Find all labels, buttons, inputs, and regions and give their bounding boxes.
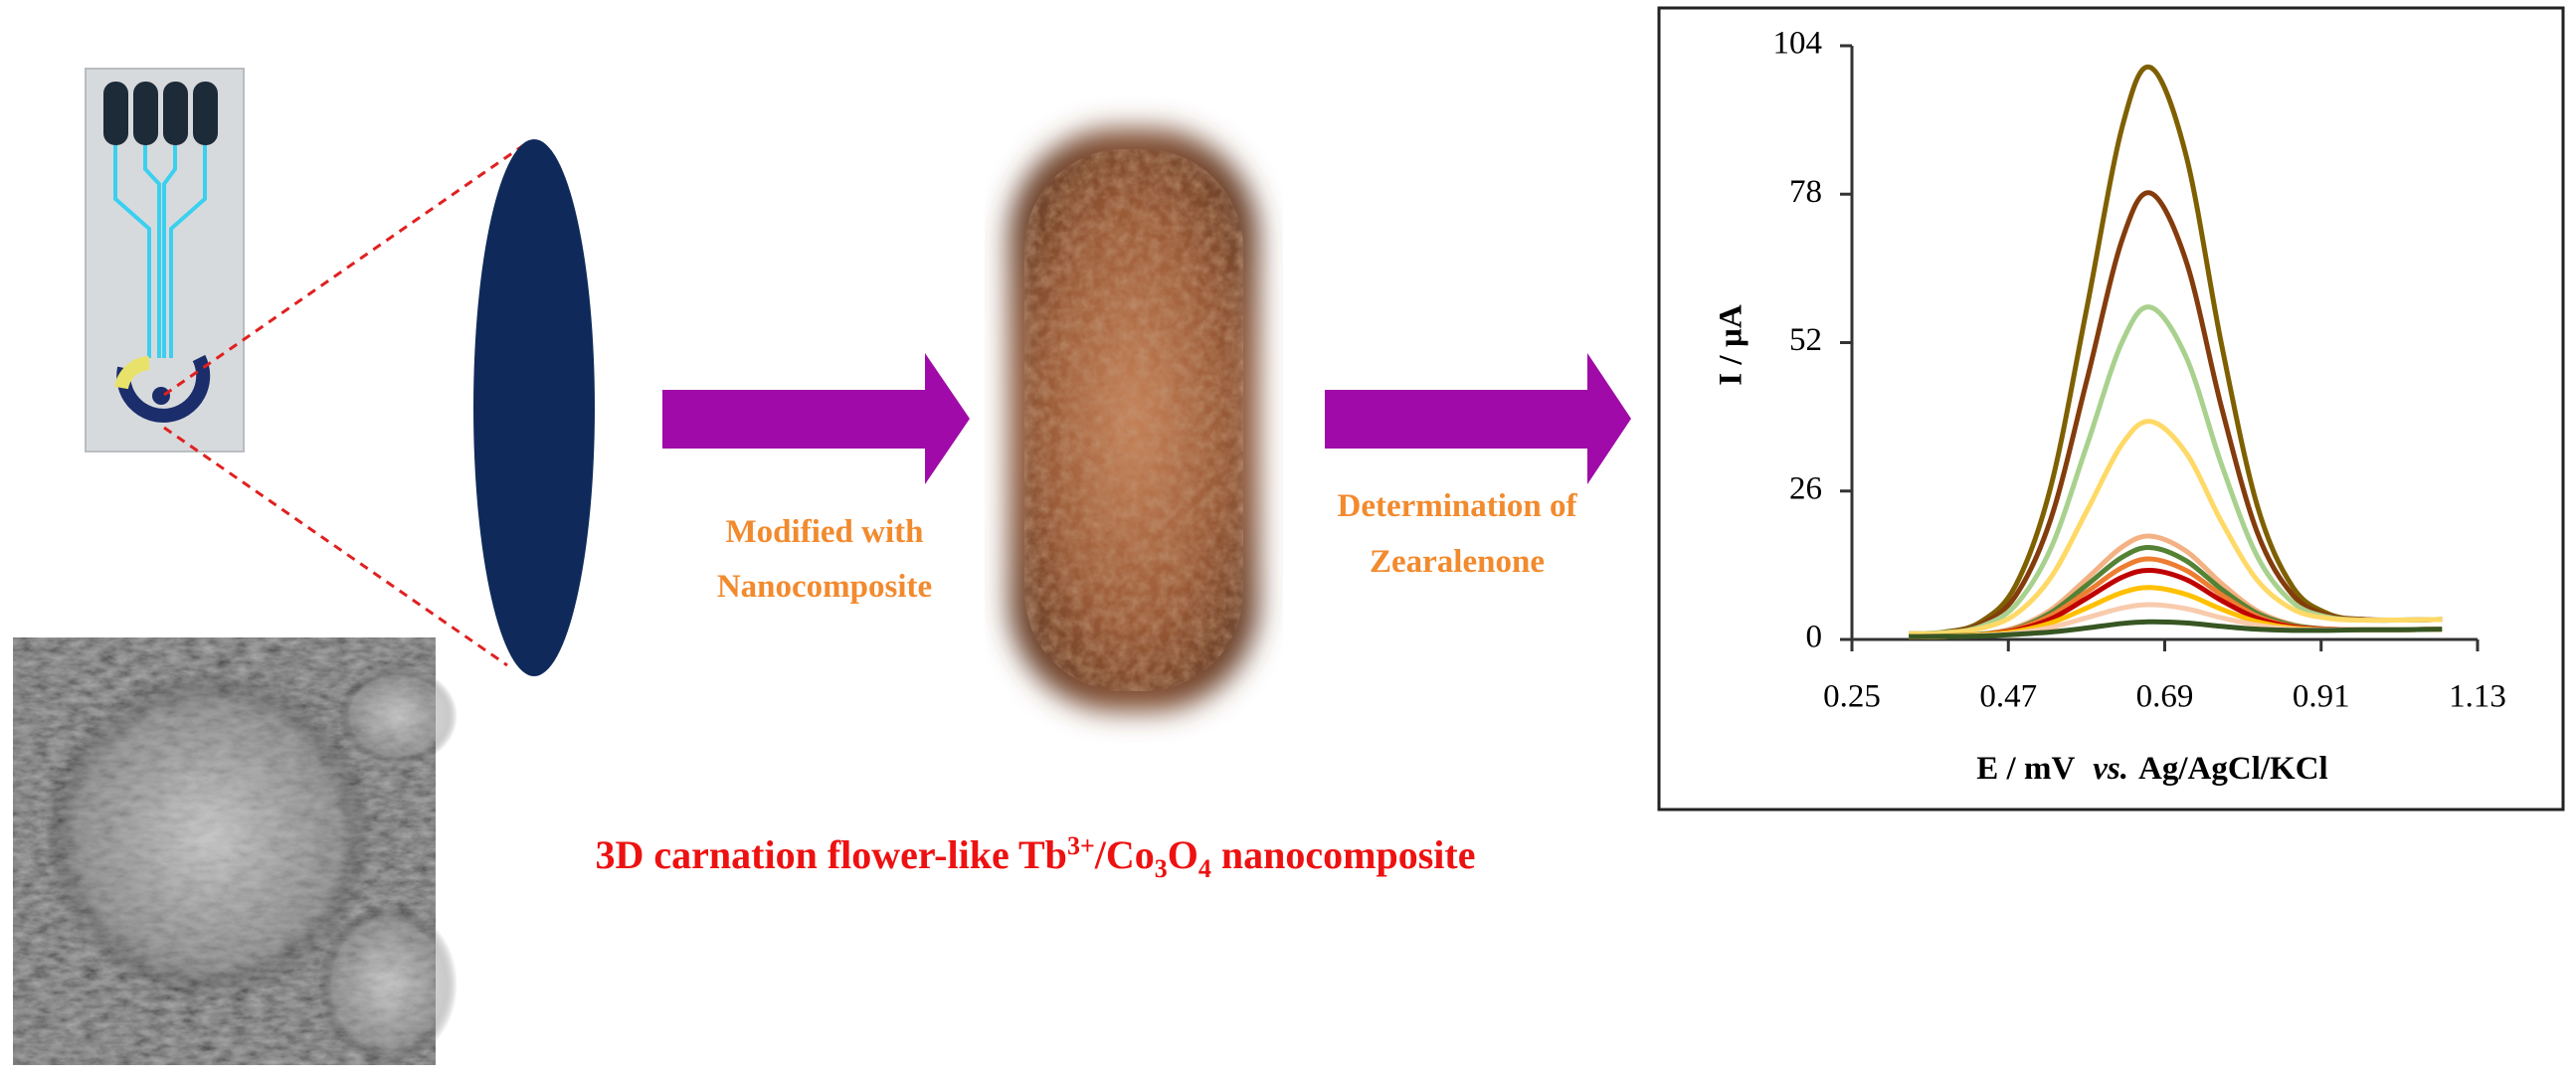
caption-sub: 4 <box>1198 854 1211 883</box>
x-tick-label: 1.13 <box>2449 679 2506 715</box>
zoom-line <box>163 426 508 667</box>
x-tick-label: 0.47 <box>1979 679 2037 715</box>
chart: I / µA E / mV vs. Ag/AgCl/KCl 0 26 52 78 104 0.… <box>1714 26 2506 787</box>
electrode <box>85 68 245 452</box>
y-tick-label: 78 <box>1789 174 1822 210</box>
step-label: Zearalenone <box>1370 544 1545 580</box>
x-tick-label: 0.91 <box>2293 679 2350 715</box>
x-label-part: Ag/AgCl/KCl <box>2138 751 2328 787</box>
y-tick-label: 52 <box>1789 322 1822 358</box>
caption-text: nanocomposite <box>1211 832 1476 877</box>
x-label-part: E / mV <box>1976 751 2075 787</box>
modified-electrode <box>1010 129 1258 711</box>
caption-text: O <box>1168 832 1198 877</box>
chart-frame <box>1657 6 2565 812</box>
step-label: Determination of <box>1337 488 1577 524</box>
step-label: Nanocomposite <box>717 569 932 605</box>
x-axis-label: E / mV vs. Ag/AgCl/KCl <box>1976 751 2327 787</box>
line-series <box>1909 619 2443 639</box>
y-tick-label: 104 <box>1773 26 1823 62</box>
step-label: Modified with <box>726 514 924 550</box>
zoom-line <box>163 142 526 397</box>
y-axis-label: I / µA <box>1714 304 1749 386</box>
x-tick-label: 0.69 <box>2136 679 2194 715</box>
x-label-part: vs. <box>2093 751 2128 787</box>
sem-image <box>13 637 458 1065</box>
x-tick-label: 0.25 <box>1823 679 1881 715</box>
caption-sup: 3+ <box>1067 831 1095 860</box>
caption-text: 3D carnation flower-like Tb <box>596 832 1067 877</box>
caption-sub: 3 <box>1155 854 1168 883</box>
electrode-surface <box>473 139 595 676</box>
caption-text: /Co <box>1094 832 1155 877</box>
arrow <box>662 353 970 484</box>
line-series <box>1909 419 2443 636</box>
y-tick-label: 26 <box>1789 470 1822 506</box>
caption: 3D carnation flower-like Tb3+/Co3O4 nano… <box>596 831 1476 883</box>
y-tick-label: 0 <box>1806 620 1823 655</box>
arrow <box>1325 353 1631 484</box>
